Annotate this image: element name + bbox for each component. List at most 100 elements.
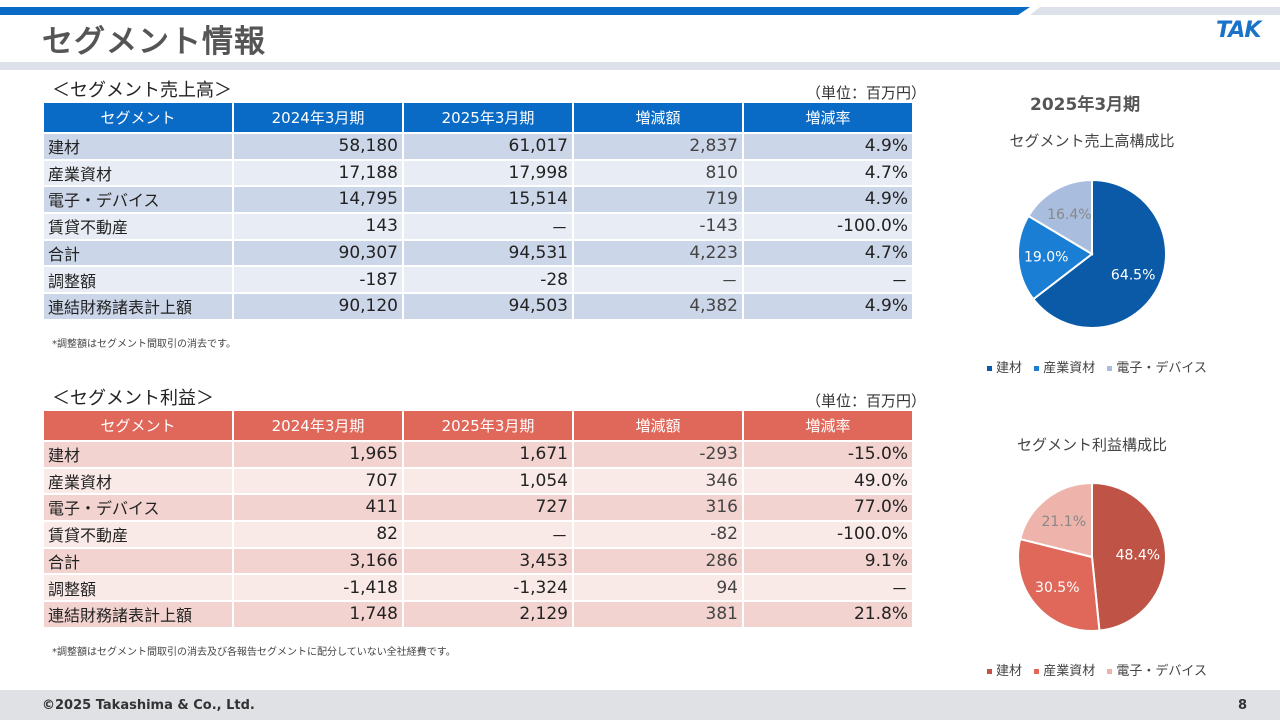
col-header-segment: セグメント [44, 411, 232, 440]
cell-change: 2,837 [574, 134, 742, 159]
cell-fy2025: 17,998 [404, 160, 572, 185]
cell-change-rate: － [744, 267, 912, 292]
legend-swatch [987, 366, 993, 371]
cell-fy2024: 58,180 [234, 134, 402, 159]
cell-fy2024: 1,965 [234, 442, 402, 467]
legend-swatch [1107, 669, 1113, 674]
col-header-fy2024: 2024年3月期 [234, 103, 402, 132]
legend-item: 電子・デバイス [1107, 660, 1207, 679]
cell-fy2024: 3,166 [234, 548, 402, 573]
cell-fy2025: 3,453 [404, 548, 572, 573]
title-divider [0, 62, 1280, 70]
table-row: 連結財務諸表計上額 90,120 94,503 4,382 4.9% [44, 294, 912, 319]
col-header-fy2025: 2025年3月期 [404, 411, 572, 440]
cell-change: -143 [574, 213, 742, 239]
legend-swatch [1034, 366, 1040, 371]
table-row: 合計 90,307 94,531 4,223 4.7% [44, 240, 912, 265]
cell-change: 4,382 [574, 294, 742, 319]
cell-fy2025: 61,017 [404, 134, 572, 159]
col-header-change: 増減額 [574, 103, 742, 132]
cell-segment: 賃貸不動産 [44, 521, 232, 547]
cell-segment: 賃貸不動産 [44, 213, 232, 239]
pie-data-label: 21.1% [1042, 514, 1086, 530]
cell-fy2025: 2,129 [404, 602, 572, 627]
table-row: 調整額 -1,418 -1,324 94 － [44, 575, 912, 600]
cell-change: 316 [574, 495, 742, 520]
pie-slice [1031, 178, 1167, 329]
cell-fy2024: 707 [234, 468, 402, 493]
table-row: 建材 1,965 1,671 -293 -15.0% [44, 442, 912, 467]
table-row: 電子・デバイス 14,795 15,514 719 4.9% [44, 187, 912, 212]
cell-fy2024: 82 [234, 521, 402, 547]
chart-period-label: 2025年3月期 [1030, 95, 1141, 115]
cell-change-rate: 4.9% [744, 134, 912, 159]
cell-segment: 連結財務諸表計上額 [44, 294, 232, 319]
col-header-fy2024: 2024年3月期 [234, 411, 402, 440]
cell-fy2024: 90,120 [234, 294, 402, 319]
legend-item: 産業資材 [1034, 357, 1095, 376]
pie-slice [1018, 481, 1093, 559]
cell-change-rate: 4.7% [744, 240, 912, 265]
cell-fy2024: 143 [234, 213, 402, 239]
table-header-row: セグメント 2024年3月期 2025年3月期 増減額 増減率 [44, 411, 912, 440]
top-accent-bar [0, 0, 1280, 15]
footer-bar: ©2025 Takashima & Co., Ltd. 8 [0, 690, 1280, 720]
cell-change-rate: -100.0% [744, 213, 912, 239]
cell-change-rate: 49.0% [744, 468, 912, 493]
page-title: セグメント情報 [42, 24, 266, 60]
sales-pie-chart: 64.5% 19.0% 16.4% [1017, 178, 1167, 329]
profit-pie-chart: 48.4% 30.5% 21.1% [1017, 481, 1167, 632]
legend-swatch [987, 669, 993, 674]
col-header-fy2025: 2025年3月期 [404, 103, 572, 132]
col-header-change-rate: 増減率 [744, 103, 912, 132]
cell-fy2025: -1,324 [404, 575, 572, 600]
cell-change: 810 [574, 160, 742, 185]
sales-section-title: ＜セグメント売上高＞ [52, 80, 232, 101]
cell-change: 94 [574, 575, 742, 600]
profit-unit-label: （単位：百万円） [806, 392, 927, 410]
profit-chart-legend: 建材 産業資材 電子・デバイス [952, 660, 1242, 679]
legend-item: 建材 [987, 357, 1022, 376]
cell-fy2024: 90,307 [234, 240, 402, 265]
cell-fy2024: 411 [234, 495, 402, 520]
cell-fy2024: 14,795 [234, 187, 402, 212]
copyright-text: ©2025 Takashima & Co., Ltd. [42, 698, 255, 713]
pie-slice [1017, 537, 1101, 632]
cell-fy2025: 94,531 [404, 240, 572, 265]
cell-change-rate: 4.9% [744, 187, 912, 212]
col-header-segment: セグメント [44, 103, 232, 132]
cell-fy2025: 1,671 [404, 442, 572, 467]
cell-segment: 合計 [44, 548, 232, 573]
cell-change-rate: -100.0% [744, 521, 912, 547]
cell-fy2024: -187 [234, 267, 402, 292]
page-number: 8 [1238, 698, 1248, 713]
sales-table: セグメント 2024年3月期 2025年3月期 増減額 増減率 建材 58,18… [42, 101, 914, 321]
cell-change: 719 [574, 187, 742, 212]
cell-segment: 調整額 [44, 267, 232, 292]
pie-data-label: 48.4% [1116, 548, 1160, 564]
sales-footnote: *調整額はセグメント間取引の消去です。 [52, 339, 236, 350]
pie-data-label: 30.5% [1035, 580, 1079, 596]
pie-data-label: 16.4% [1047, 207, 1091, 223]
cell-fy2024: -1,418 [234, 575, 402, 600]
top-accent-shape [0, 7, 1280, 15]
legend-label: 産業資材 [1043, 361, 1096, 376]
cell-change-rate: 4.7% [744, 160, 912, 185]
table-row: 電子・デバイス 411 727 316 77.0% [44, 495, 912, 520]
table-row: 賃貸不動産 82 － -82 -100.0% [44, 521, 912, 547]
profit-table: セグメント 2024年3月期 2025年3月期 増減額 増減率 建材 1,965… [42, 409, 914, 629]
cell-segment: 建材 [44, 442, 232, 467]
cell-change-rate: 77.0% [744, 495, 912, 520]
col-header-change-rate: 増減率 [744, 411, 912, 440]
table-header-row: セグメント 2024年3月期 2025年3月期 増減額 増減率 [44, 103, 912, 132]
cell-fy2025: 15,514 [404, 187, 572, 212]
legend-swatch [1107, 366, 1113, 371]
cell-fy2025: － [404, 213, 572, 239]
table-row: 建材 58,180 61,017 2,837 4.9% [44, 134, 912, 159]
table-row: 産業資材 707 1,054 346 49.0% [44, 468, 912, 493]
legend-item: 建材 [987, 660, 1022, 679]
cell-change: -82 [574, 521, 742, 547]
cell-fy2024: 1,748 [234, 602, 402, 627]
legend-item: 産業資材 [1034, 660, 1095, 679]
cell-change: 4,223 [574, 240, 742, 265]
